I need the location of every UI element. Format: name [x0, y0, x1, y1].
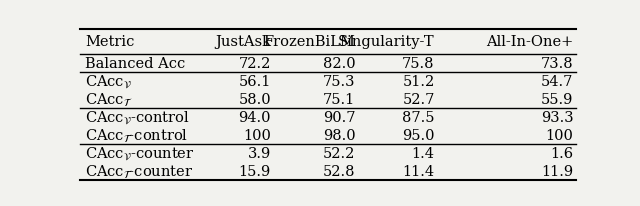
Text: Balanced Acc: Balanced Acc: [85, 57, 185, 70]
Text: 94.0: 94.0: [239, 110, 271, 124]
Text: CAcc$_{\mathcal{T}}$-counter: CAcc$_{\mathcal{T}}$-counter: [85, 162, 193, 180]
Text: All-In-One+: All-In-One+: [486, 35, 573, 49]
Text: 51.2: 51.2: [403, 75, 435, 88]
Text: 93.3: 93.3: [541, 110, 573, 124]
Text: JustAsk: JustAsk: [215, 35, 271, 49]
Text: 52.8: 52.8: [323, 164, 355, 178]
Text: 11.9: 11.9: [541, 164, 573, 178]
Text: 11.4: 11.4: [403, 164, 435, 178]
Text: 72.2: 72.2: [239, 57, 271, 70]
Text: 73.8: 73.8: [541, 57, 573, 70]
Text: 90.7: 90.7: [323, 110, 355, 124]
Text: Metric: Metric: [85, 35, 134, 49]
Text: 52.7: 52.7: [403, 92, 435, 107]
Text: 52.2: 52.2: [323, 146, 355, 160]
Text: 82.0: 82.0: [323, 57, 355, 70]
Text: CAcc$_{\mathcal{V}}$-counter: CAcc$_{\mathcal{V}}$-counter: [85, 144, 195, 162]
Text: Singularity-T: Singularity-T: [338, 35, 435, 49]
Text: CAcc$_{\mathcal{T}}$: CAcc$_{\mathcal{T}}$: [85, 91, 132, 108]
Text: 87.5: 87.5: [402, 110, 435, 124]
Text: CAcc$_{\mathcal{V}}$: CAcc$_{\mathcal{V}}$: [85, 73, 132, 90]
Text: CAcc$_{\mathcal{T}}$-control: CAcc$_{\mathcal{T}}$-control: [85, 126, 188, 144]
Text: 56.1: 56.1: [239, 75, 271, 88]
Text: 1.6: 1.6: [550, 146, 573, 160]
Text: 15.9: 15.9: [239, 164, 271, 178]
Text: CAcc$_{\mathcal{V}}$-control: CAcc$_{\mathcal{V}}$-control: [85, 109, 189, 126]
Text: 55.9: 55.9: [541, 92, 573, 107]
Text: 54.7: 54.7: [541, 75, 573, 88]
Text: 1.4: 1.4: [412, 146, 435, 160]
Text: FrozenBiLM: FrozenBiLM: [264, 35, 355, 49]
Text: 95.0: 95.0: [402, 128, 435, 142]
Text: 58.0: 58.0: [238, 92, 271, 107]
Text: 100: 100: [546, 128, 573, 142]
Text: 100: 100: [243, 128, 271, 142]
Text: 3.9: 3.9: [248, 146, 271, 160]
Text: 75.8: 75.8: [402, 57, 435, 70]
Text: 98.0: 98.0: [323, 128, 355, 142]
Text: 75.3: 75.3: [323, 75, 355, 88]
Text: 75.1: 75.1: [323, 92, 355, 107]
